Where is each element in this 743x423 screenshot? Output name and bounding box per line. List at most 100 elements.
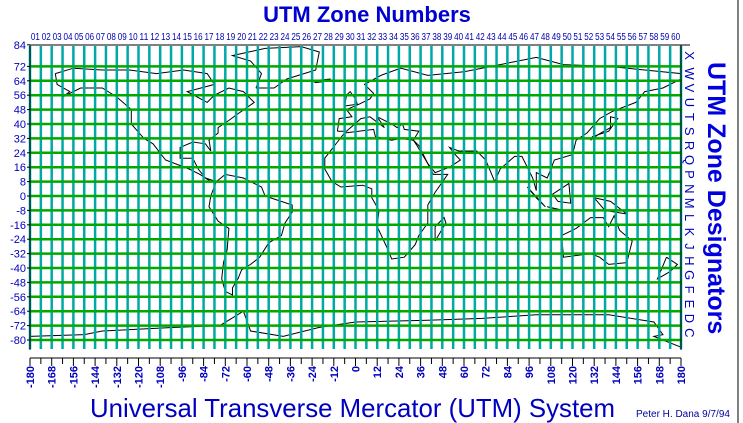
zone-number-label: 14: [172, 32, 181, 43]
zone-designator-label: H: [682, 256, 697, 265]
zone-number-label: 52: [584, 32, 593, 43]
zone-number-label: 41: [465, 32, 474, 43]
latitude-label: -24: [10, 234, 26, 246]
longitude-label: 180: [676, 366, 688, 384]
zone-number-label: 54: [606, 32, 615, 43]
zone-number-labels: 01 02 03 04 05 06 07 08 09 10 11 12 13 14 15 16 17 18 19 20…: [31, 32, 681, 43]
zone-number-label: 29: [335, 32, 344, 43]
zone-number-label: 49: [552, 32, 561, 43]
zone-designator-label: F: [682, 286, 697, 294]
map-frame: [29, 0, 739, 423]
title-utm-zone-numbers: UTM Zone Numbers: [263, 2, 471, 27]
latitude-label: -80: [10, 335, 26, 347]
zone-number-label: 02: [42, 32, 51, 43]
zone-number-label: 51: [573, 32, 582, 43]
zone-number-label: 42: [476, 32, 485, 43]
latitude-label: -32: [10, 249, 26, 261]
zone-number-label: 16: [194, 32, 203, 43]
latitude-label: 48: [14, 105, 26, 117]
coastline-6: [29, 310, 682, 348]
latitude-label: -8: [16, 205, 26, 217]
zone-number-label: 10: [129, 32, 138, 43]
zone-number-label: 45: [508, 32, 517, 43]
zone-number-label: 43: [487, 32, 496, 43]
zone-number-label: 34: [389, 32, 398, 43]
zone-number-label: 40: [454, 32, 463, 43]
longitude-label: 132: [589, 366, 601, 384]
zone-designator-label: W: [682, 67, 697, 80]
longitude-label: -180: [25, 366, 37, 388]
coastline-2: [336, 56, 682, 191]
author-credit: Peter H. Dana 9/7/94: [636, 409, 730, 420]
longitude-label: 96: [524, 366, 536, 378]
zone-designator-label: K: [682, 228, 697, 237]
latitude-label: 72: [14, 61, 26, 73]
latitude-label: -56: [10, 292, 26, 304]
zone-number-label: 23: [270, 32, 279, 43]
longitude-label: 120: [568, 366, 580, 384]
longitude-label: -36: [285, 366, 297, 382]
zone-number-label: 57: [639, 32, 648, 43]
zone-number-label: 60: [671, 32, 680, 43]
longitude-label: 24: [394, 365, 406, 378]
zone-number-label: 18: [215, 32, 224, 43]
zone-designator-label: G: [682, 270, 697, 280]
zone-number-label: 48: [541, 32, 550, 43]
zone-number-label: 11: [139, 32, 148, 43]
latitude-label: -16: [10, 220, 26, 232]
zone-designator-label: X: [682, 51, 697, 60]
longitude-label: -168: [47, 366, 59, 388]
zone-number-label: 30: [346, 32, 355, 43]
zone-number-label: 44: [497, 32, 506, 43]
longitude-label: -108: [155, 366, 167, 388]
zone-number-label: 17: [205, 32, 214, 43]
zone-designator-label: V: [682, 84, 697, 93]
longitude-label: 0: [351, 366, 363, 372]
latitude-label: -72: [10, 321, 26, 333]
zone-number-label: 19: [226, 32, 235, 43]
zone-number-label: 03: [53, 32, 62, 43]
zone-number-label: 36: [411, 32, 420, 43]
longitude-label: -156: [68, 366, 80, 388]
longitude-label: -60: [242, 366, 254, 382]
longitude-label: 108: [546, 366, 558, 384]
latitude-label: -48: [10, 277, 26, 289]
coastline-11: [552, 182, 572, 204]
zone-number-label: 28: [324, 32, 333, 43]
latitude-label: 8: [20, 177, 26, 189]
zone-designator-label: J: [682, 243, 697, 250]
longitude-label: 12: [372, 366, 384, 378]
longitude-label: -48: [264, 366, 276, 382]
zone-number-label: 37: [422, 32, 431, 43]
zone-number-label: 39: [443, 32, 452, 43]
title-utm-zone-designators: UTM Zone Designators: [702, 62, 730, 335]
zone-designator-label: E: [682, 300, 697, 309]
longitude-label: -72: [220, 366, 232, 382]
zone-number-label: 50: [563, 32, 572, 43]
zone-designator-label: U: [682, 98, 697, 107]
zone-number-label: 25: [291, 32, 300, 43]
zone-designator-label: P: [682, 170, 697, 179]
zone-number-label: 53: [595, 32, 604, 43]
zone-number-label: 38: [432, 32, 441, 43]
longitude-label: 168: [654, 366, 666, 384]
zone-number-label: 21: [248, 32, 257, 43]
zone-number-label: 06: [85, 32, 94, 43]
latitude-label: 84: [14, 40, 26, 52]
latitude-label: 40: [14, 119, 26, 131]
zone-number-label: 46: [519, 32, 528, 43]
zone-number-label: 20: [237, 32, 246, 43]
zone-designator-label: R: [682, 141, 697, 150]
longitude-label: 72: [481, 366, 493, 378]
zone-number-label: 47: [530, 32, 539, 43]
zone-number-label: 32: [367, 32, 376, 43]
zone-designator-label: N: [682, 184, 697, 193]
latitude-label: 24: [14, 148, 26, 160]
zone-designator-label: L: [682, 214, 697, 221]
zone-number-label: 33: [378, 32, 387, 43]
zone-designator-label: T: [682, 113, 697, 121]
latitude-label: -40: [10, 263, 26, 275]
zone-lines: [28, 46, 683, 349]
zone-designator-label: C: [682, 328, 697, 337]
